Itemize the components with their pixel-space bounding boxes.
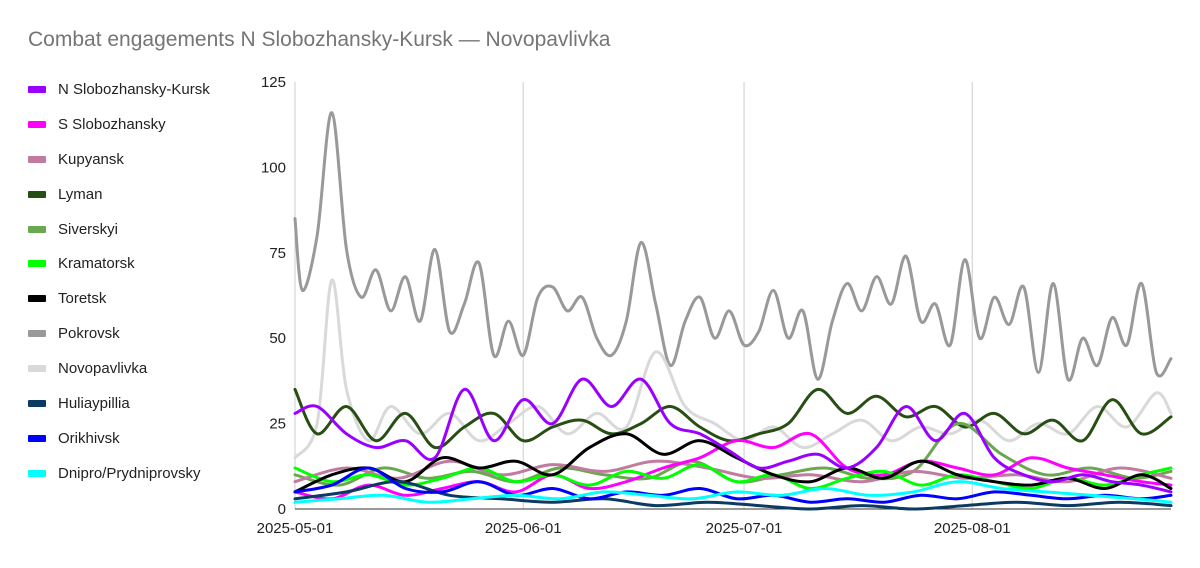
legend-item: S Slobozhansky	[28, 107, 248, 142]
x-tick-label: 2025-05-01	[257, 520, 334, 537]
series-line	[293, 432, 1173, 494]
y-tick-label: 100	[261, 159, 286, 176]
legend-label: Kupyansk	[58, 150, 124, 168]
legend-swatch	[28, 295, 46, 303]
legend-label: Dnipro/Prydniprovsky	[58, 464, 201, 482]
legend-swatch	[28, 225, 46, 233]
y-tick-label: 75	[269, 245, 286, 262]
legend-label: Lyman	[58, 185, 103, 203]
series-line	[293, 387, 1173, 450]
legend-swatch	[28, 469, 46, 477]
legend-item: N Slobozhansky-Kursk	[28, 72, 248, 107]
series-line	[293, 111, 1173, 382]
legend-item: Kramatorsk	[28, 246, 248, 281]
legend-swatch	[28, 120, 46, 128]
legend-label: S Slobozhansky	[58, 115, 166, 133]
legend-swatch	[28, 434, 46, 442]
legend-swatch	[28, 330, 46, 338]
legend-item: Novopavlivka	[28, 351, 248, 386]
x-tick-label: 2025-07-01	[706, 520, 783, 537]
legend-swatch	[28, 260, 46, 268]
legend-label: Pokrovsk	[58, 325, 120, 343]
legend-label: Novopavlivka	[58, 360, 148, 378]
chart-title: Combat engagements N Slobozhansky-Kursk …	[28, 28, 611, 51]
legend-item: Huliaypillia	[28, 386, 248, 421]
y-tick-label: 50	[269, 330, 286, 347]
legend-item: Orikhivsk	[28, 421, 248, 456]
legend-swatch	[28, 85, 46, 93]
legend-swatch	[28, 365, 46, 373]
legend-label: N Slobozhansky-Kursk	[58, 80, 210, 98]
legend-swatch	[28, 399, 46, 407]
legend-label: Huliaypillia	[58, 394, 130, 412]
legend-item: Toretsk	[28, 281, 248, 316]
legend: N Slobozhansky-Kursk S Slobozhansky Kupyan…	[28, 72, 248, 491]
series-line	[293, 466, 1173, 504]
legend-swatch	[28, 155, 46, 163]
x-tick-label: 2025-08-01	[934, 520, 1011, 537]
series-line	[293, 480, 1173, 504]
x-tick-label: 2025-06-01	[485, 520, 562, 537]
series-line	[293, 431, 1173, 501]
series-line	[293, 377, 1173, 494]
series-line	[293, 480, 1173, 511]
y-tick-label: 125	[261, 74, 286, 91]
legend-item: Kupyansk	[28, 142, 248, 177]
legend-item: Lyman	[28, 177, 248, 212]
legend-label: Toretsk	[58, 290, 107, 308]
legend-item: Siverskyi	[28, 212, 248, 247]
legend-swatch	[28, 190, 46, 198]
legend-label: Siverskyi	[58, 220, 119, 238]
legend-label: Orikhivsk	[58, 429, 120, 447]
legend-label: Kramatorsk	[58, 255, 135, 273]
legend-item: Dnipro/Prydniprovsky	[28, 456, 248, 491]
y-tick-label: 0	[278, 501, 286, 518]
series-line	[293, 463, 1173, 491]
y-tick-label: 25	[269, 416, 286, 433]
legend-item: Pokrovsk	[28, 316, 248, 351]
